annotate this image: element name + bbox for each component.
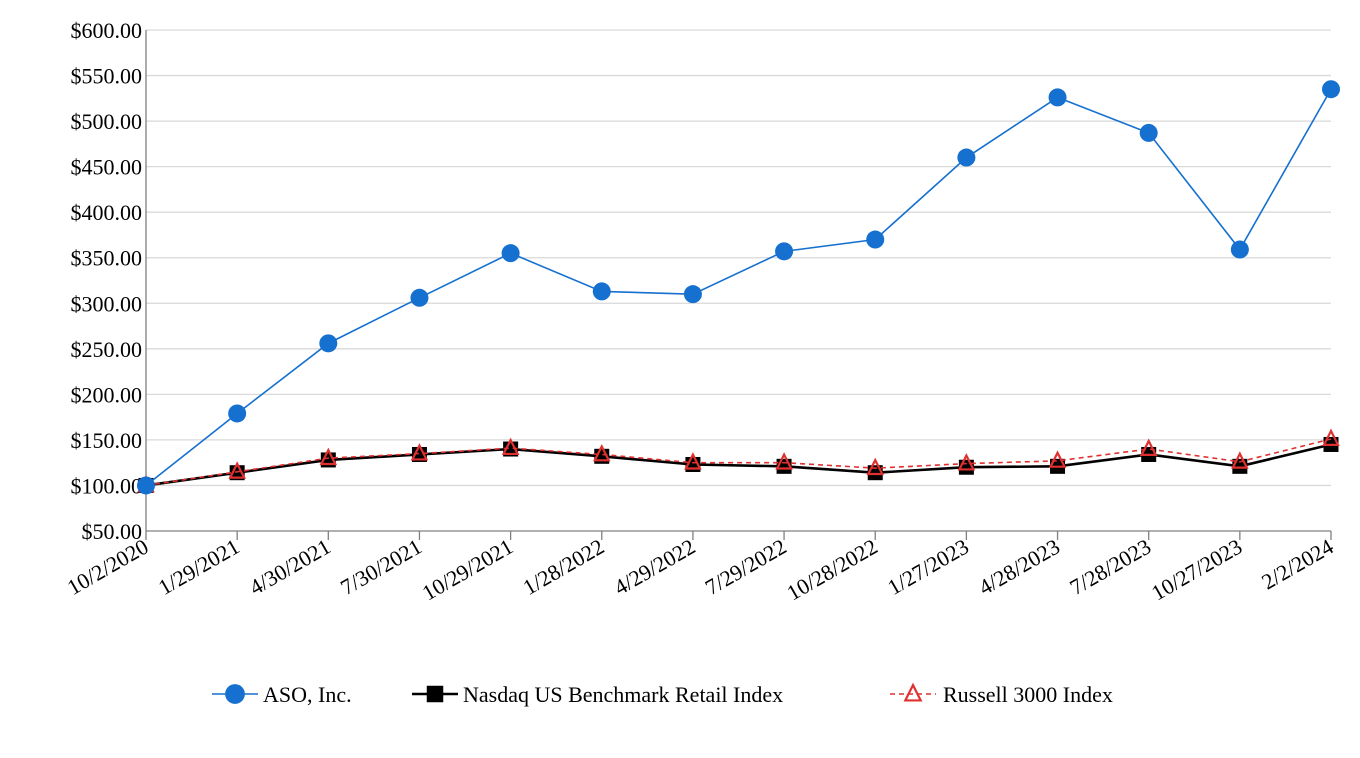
x-tick-label: 10/27/2023 — [1147, 534, 1246, 606]
data-point — [1139, 123, 1158, 142]
x-tick-label: 4/28/2023 — [974, 534, 1064, 600]
data-point — [684, 452, 702, 470]
data-point — [228, 404, 247, 423]
data-point — [775, 452, 793, 470]
data-point — [592, 443, 611, 462]
legend-marker-swatch — [225, 684, 245, 704]
x-tick-label: 7/28/2023 — [1065, 534, 1155, 600]
data-point — [1048, 450, 1067, 468]
gridlines — [146, 29, 1331, 487]
y-tick-label: $100.00 — [71, 473, 143, 498]
data-point — [1139, 438, 1158, 456]
data-point — [319, 447, 338, 466]
data-point — [1322, 80, 1340, 99]
data-point — [137, 476, 155, 495]
y-tick-label: $600.00 — [71, 18, 143, 43]
data-series — [137, 80, 1340, 495]
x-tick-label: 10/28/2022 — [782, 534, 881, 606]
y-tick-label: $400.00 — [71, 200, 143, 225]
x-axis-tick-labels: 10/2/2020 1/29/2021 4/30/2021 7/30/202110/2… — [63, 534, 1338, 606]
x-tick-label: 4/30/2021 — [245, 534, 335, 600]
y-axis-tick-labels: $50.00 $100.00 $150.00 $200.00 $250.00 $300.0… — [71, 18, 143, 544]
data-point — [228, 461, 246, 479]
x-tick-label: 7/30/2021 — [336, 534, 426, 600]
x-tick-label: 1/27/2023 — [883, 534, 973, 600]
legend-item: Nasdaq US Benchmark Retail Index — [412, 682, 783, 707]
series-aso-inc- — [137, 80, 1340, 495]
x-tick-label: 1/29/2021 — [154, 534, 244, 600]
data-point — [957, 453, 976, 471]
legend-marker-swatch — [903, 682, 923, 702]
y-tick-label: $150.00 — [71, 428, 143, 453]
data-point — [1322, 428, 1340, 446]
data-point — [775, 242, 794, 261]
y-tick-label: $450.00 — [71, 155, 143, 180]
legend-marker-swatch — [426, 685, 444, 703]
y-tick-label: $350.00 — [71, 246, 143, 271]
data-point — [866, 457, 885, 476]
data-point — [410, 443, 429, 461]
series-line — [145, 443, 1332, 487]
x-tick-label: 7/29/2022 — [701, 534, 791, 600]
data-point — [501, 437, 520, 456]
legend-item: Russell 3000 Index — [890, 682, 1113, 707]
x-tick-label: 1/28/2022 — [518, 534, 608, 600]
legend: ASO, Inc. Nasdaq US Benchmark Retail Inde… — [212, 682, 1113, 707]
y-tick-label: $200.00 — [71, 382, 143, 407]
data-point — [866, 230, 885, 249]
y-tick-label: $250.00 — [71, 337, 143, 362]
x-tick-label: 10/29/2021 — [418, 534, 517, 606]
data-point — [1231, 451, 1249, 469]
data-point — [1048, 88, 1067, 107]
x-tick-label: 2/2/2024 — [1257, 534, 1337, 595]
y-tick-label: $300.00 — [71, 291, 143, 316]
series-russell-3000-index — [137, 428, 1340, 493]
data-point — [410, 288, 429, 307]
data-point — [1230, 240, 1249, 259]
data-point — [592, 282, 611, 301]
series-line — [145, 88, 1332, 487]
legend-label: Russell 3000 Index — [943, 682, 1113, 707]
y-tick-label: $50.00 — [82, 519, 143, 544]
data-point — [683, 285, 702, 304]
data-point — [501, 244, 520, 263]
series-nasdaq-us-benchmark-retail-index — [138, 436, 1339, 493]
legend-label: ASO, Inc. — [263, 682, 352, 707]
data-point — [319, 334, 338, 353]
data-point — [957, 148, 976, 167]
legend-label: Nasdaq US Benchmark Retail Index — [463, 682, 783, 707]
legend-item: ASO, Inc. — [212, 682, 352, 707]
y-tick-label: $550.00 — [71, 64, 143, 89]
x-tick-label: 4/29/2022 — [610, 534, 700, 600]
series-line — [145, 438, 1332, 487]
axes — [145, 30, 1332, 540]
y-tick-label: $500.00 — [71, 109, 143, 134]
